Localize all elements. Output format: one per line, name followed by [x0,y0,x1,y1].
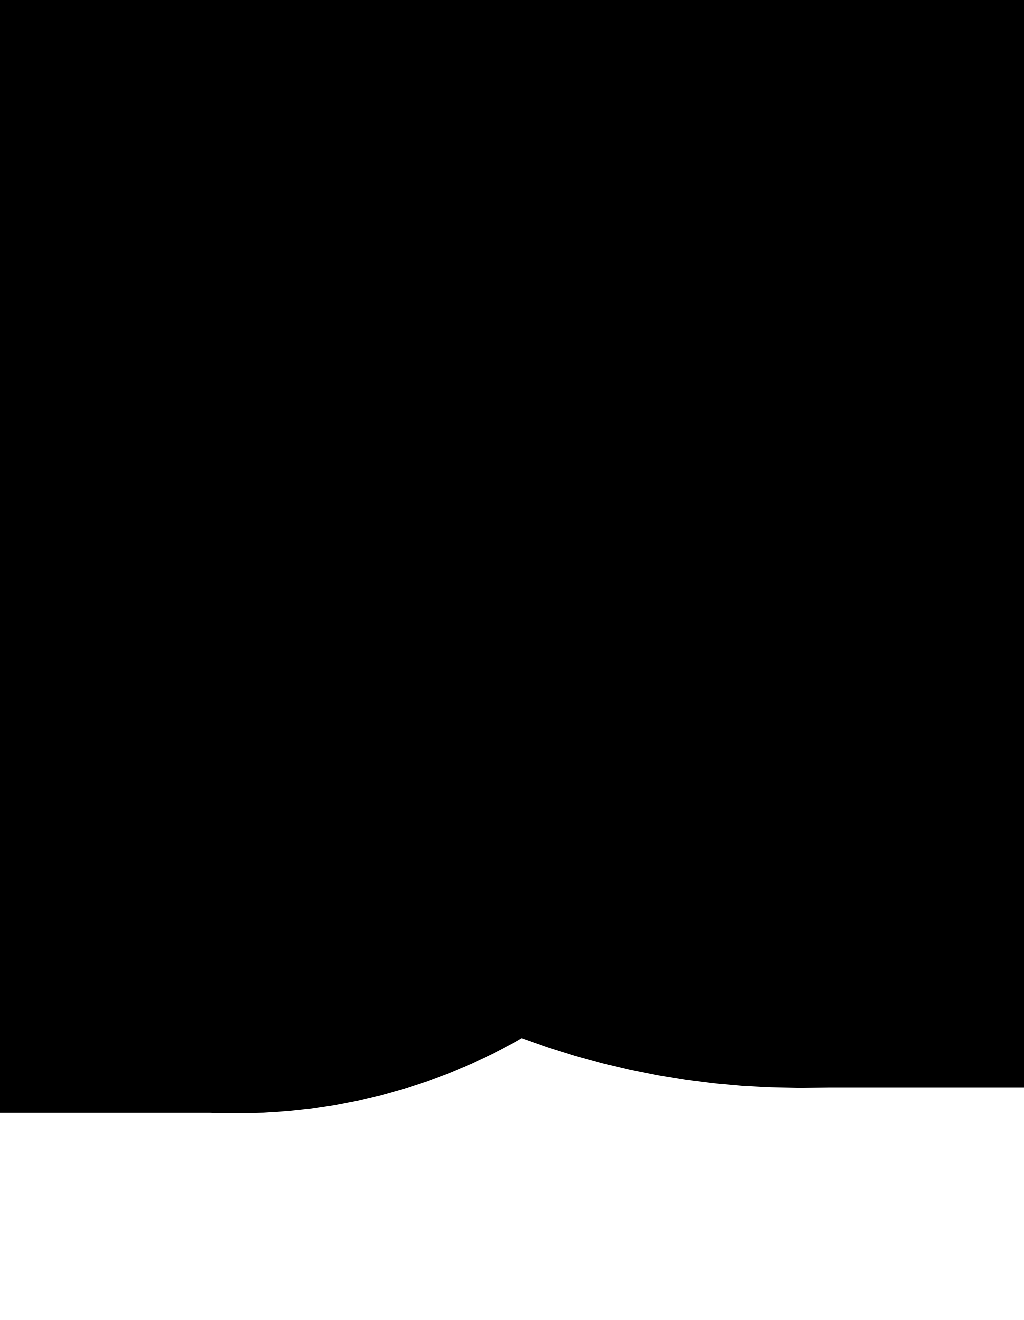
Text: −: − [247,393,262,412]
Circle shape [571,421,577,426]
Circle shape [440,676,446,681]
Text: $P_{hc}$: $P_{hc}$ [745,345,773,364]
Text: $Z_{bc}$: $Z_{bc}$ [219,345,247,364]
Polygon shape [503,569,548,652]
Text: $P_b$: $P_b$ [652,601,673,620]
Bar [786,326,825,384]
Circle shape [523,676,528,681]
Text: $R_a$: $R_a$ [485,239,507,259]
Text: Patent Application Publication: Patent Application Publication [171,178,431,193]
Text: $Z_{hc}$: $Z_{hc}$ [793,345,820,364]
Text: $Z_t$: $Z_t$ [349,533,369,553]
Text: $P_{atm}$: $P_{atm}$ [514,467,551,487]
Text: +: + [676,556,691,574]
Circle shape [440,541,446,546]
Circle shape [326,267,365,305]
Text: +: + [777,298,792,315]
Circle shape [489,421,495,426]
Text: $Z_b$: $Z_b$ [695,601,716,620]
Text: $P_{atm}$: $P_{atm}$ [466,721,503,742]
Circle shape [711,541,716,546]
Circle shape [230,421,236,426]
Text: $I_a$: $I_a$ [519,305,534,325]
Text: $I_t$: $I_t$ [339,247,351,267]
Circle shape [271,524,310,562]
Text: $GI_a$: $GI_a$ [554,601,582,620]
Text: +: + [247,298,262,315]
Circle shape [230,676,236,681]
Bar [395,272,426,298]
Text: $P_{alv}$: $P_{alv}$ [431,248,463,268]
Text: $P_{bc}$: $P_{bc}$ [265,345,293,364]
Text: $I_t$: $I_t$ [285,504,297,524]
Circle shape [711,676,716,681]
Circle shape [523,541,528,546]
Text: FIG. 10C: FIG. 10C [283,487,366,507]
Text: $R_a$: $R_a$ [436,498,458,517]
Text: US 2009/0012395 A1: US 2009/0012395 A1 [767,178,946,193]
Text: $I_a$: $I_a$ [471,562,484,582]
Circle shape [230,541,236,546]
Text: Jan. 8, 2009   Sheet 7 of 11: Jan. 8, 2009 Sheet 7 of 11 [338,178,569,193]
Circle shape [804,421,809,426]
Text: FIG. 10D: FIG. 10D [260,746,344,764]
Circle shape [571,282,577,288]
Bar [213,326,252,384]
Circle shape [230,282,236,288]
Circle shape [804,282,809,288]
Bar [343,531,375,557]
Text: $P_{alv}$: $P_{alv}$ [379,507,411,527]
Text: −: − [777,393,792,412]
Text: $C_g$: $C_g$ [449,343,471,367]
Bar [686,582,725,640]
Text: $GI_a$: $GI_a$ [601,345,630,364]
Text: −: − [676,648,691,665]
Polygon shape [551,313,596,396]
Text: $Z_t$: $Z_t$ [400,276,421,296]
Circle shape [489,282,495,288]
Text: $C_g$: $C_g$ [399,599,422,622]
